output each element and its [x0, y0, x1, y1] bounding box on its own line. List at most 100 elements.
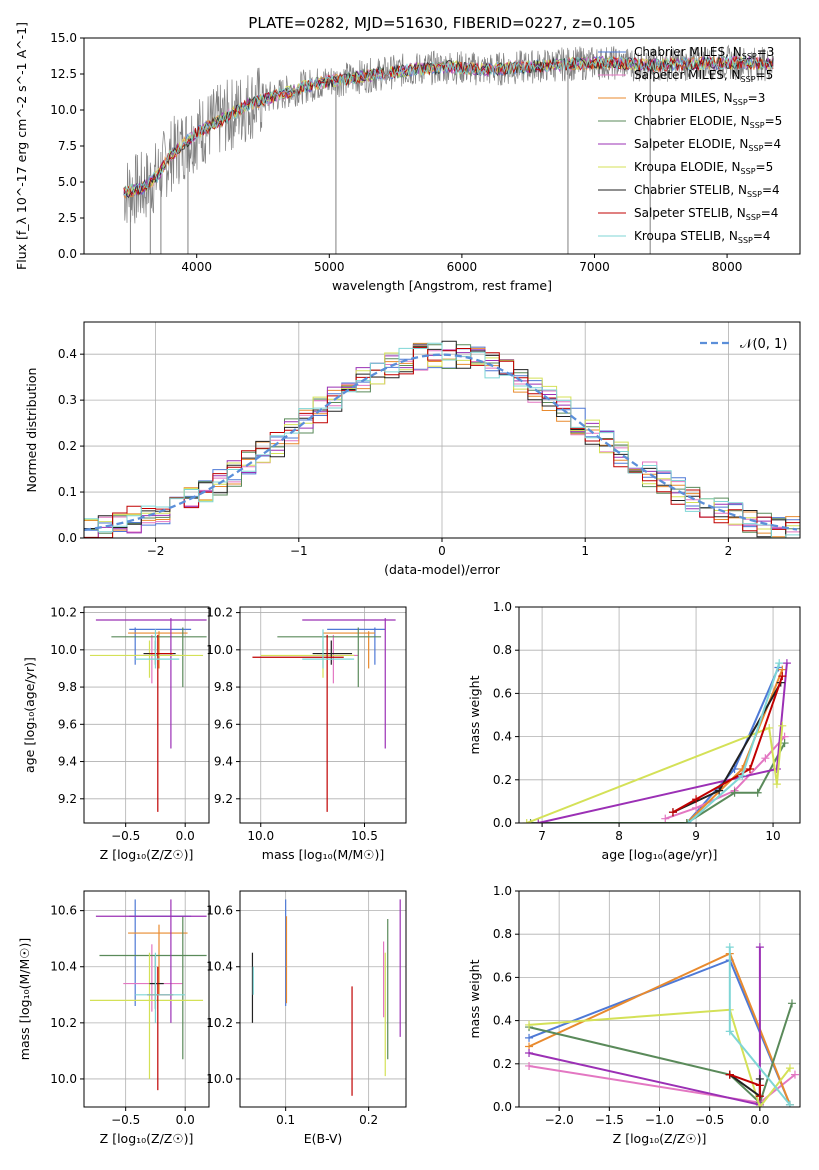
massweight-point: [778, 721, 787, 730]
massweight-point: [790, 1070, 799, 1079]
legend-sub: SSP: [746, 213, 761, 222]
axes-frame: [83, 37, 801, 255]
x-axis-label: (data-model)/error: [384, 562, 501, 577]
y-tick-label: 0.3: [58, 393, 77, 407]
legend-label: Chabrier STELIB, N: [634, 183, 747, 197]
y-tick-label: 10.4: [50, 960, 77, 974]
legend-entry: Chabrier ELODIE, NSSP=5: [634, 114, 782, 130]
legend-tail: =5: [756, 68, 774, 82]
x-tick-label: −1.0: [645, 1113, 674, 1127]
y-tick-label: 0.4: [493, 1014, 512, 1028]
massweight-point: [682, 819, 691, 823]
x-tick-label: 1: [581, 544, 589, 558]
massweight-point: [775, 659, 784, 668]
legend-label: Kroupa ELODIE, N: [634, 160, 741, 174]
y-tick-label: 2.5: [58, 211, 77, 225]
y-axis-label: mass weight: [467, 959, 482, 1038]
axes-frame: [83, 606, 210, 824]
legend-entry: Salpeter STELIB, NSSP=4: [634, 206, 778, 222]
x-tick-label: 0: [438, 544, 446, 558]
legend-sub: SSP: [748, 144, 763, 153]
x-tick-label: 10: [765, 829, 780, 843]
normal-reference-curve: [84, 353, 798, 532]
legend-entry: Salpeter ELODIE, NSSP=4: [634, 137, 781, 153]
massweight-point: [692, 795, 701, 804]
massweight-point: [785, 1064, 794, 1073]
y-axis-label: mass [log₁₀(M/M☉)]: [17, 938, 32, 1060]
massweight-point: [745, 765, 754, 773]
x-tick-label: 2: [725, 544, 733, 558]
y-tick-label: 1.0: [493, 600, 512, 614]
massweight-point: [755, 1092, 764, 1101]
legend-tail: =5: [756, 160, 774, 174]
y-tick-label: 0.4: [493, 730, 512, 744]
massweight-series: [526, 725, 784, 823]
y-tick-label: 10.0: [206, 1072, 233, 1086]
y-tick-label: 10.0: [206, 643, 233, 657]
massweight-point: [692, 803, 701, 812]
axes-frame: [518, 606, 801, 824]
x-tick-label: 7000: [579, 260, 610, 274]
x-tick-label: −1: [290, 544, 308, 558]
x-tick-label: −2: [147, 544, 165, 558]
massweight-point: [765, 723, 774, 732]
panel-residual-histogram: −2 −1 0 1 2 0.0 0.1 0.2 0.3 0.4 (data-model)/error…: [24, 321, 801, 577]
x-axis-label: Z [log₁₀(Z/Z☉)]: [100, 847, 194, 862]
x-tick-label: 9: [692, 829, 700, 843]
axes-frame: [83, 890, 210, 1108]
x-tick-label: −0.5: [111, 829, 140, 843]
x-tick-label: 8: [615, 829, 623, 843]
x-tick-label: 7: [538, 829, 546, 843]
y-tick-label: 10.6: [50, 904, 77, 918]
massweight-point: [730, 788, 739, 797]
panel-age-vs-Z: −0.5 0.0 9.2 9.4 9.6 9.8 10.0 10.2 Z [log₁₀(Z/Z☉…: [22, 606, 210, 862]
y-tick-label: 0.2: [493, 1057, 512, 1071]
legend-tail: =4: [753, 229, 771, 243]
x-tick-label: 0.0: [176, 829, 195, 843]
massweight-point: [738, 771, 747, 780]
massweight-point: [525, 1049, 534, 1057]
y-tick-label: 15.0: [50, 31, 77, 45]
massweight-point: [761, 754, 770, 763]
massweight-point: [772, 780, 781, 789]
legend-tail: =4: [763, 137, 781, 151]
y-tick-label: 1.0: [493, 884, 512, 898]
legend-sub: SSP: [742, 52, 757, 61]
panel-massweight-vs-age: 7 8 9 10 0.0 0.2 0.4 0.6 0.8 1.0 age [log₁₀(age/yr…: [467, 600, 801, 862]
x-axis-label: age [log₁₀(age/yr)]: [602, 847, 718, 862]
y-tick-label: 0.2: [493, 773, 512, 787]
legend-sub: SSP: [733, 98, 748, 107]
y-tick-label: 10.6: [206, 904, 233, 918]
x-tick-label: −0.5: [111, 1113, 140, 1127]
massweight-series: [528, 1002, 793, 1105]
axes-frame: [518, 890, 801, 1108]
x-tick-label: −1.5: [595, 1113, 624, 1127]
massweight-point: [525, 1020, 534, 1029]
y-tick-label: 0.8: [493, 643, 512, 657]
legend-label: Chabrier MILES, N: [634, 45, 742, 59]
massweight-point: [753, 788, 762, 797]
legend-label: Salpeter MILES, N: [634, 68, 741, 82]
massweight-point: [526, 819, 535, 823]
y-tick-label: 0.0: [58, 531, 77, 545]
axes-frame: [239, 890, 407, 1108]
plot-area: [84, 340, 800, 538]
y-axis-label: age [log₁₀(age/yr)]: [22, 657, 37, 773]
legend-entry: Kroupa MILES, NSSP=3: [634, 91, 765, 107]
legend-sub: SSP: [750, 121, 765, 130]
y-tick-label: 0.0: [493, 816, 512, 830]
legend-label: Chabrier ELODIE, N: [634, 114, 750, 128]
massweight-point: [525, 1033, 534, 1042]
x-axis-label: Z [log₁₀(Z/Z☉)]: [613, 1131, 707, 1146]
x-tick-label: 8000: [712, 260, 743, 274]
x-tick-label: 5000: [314, 260, 345, 274]
y-tick-label: 5.0: [58, 175, 77, 189]
y-axis-label: mass weight: [467, 675, 482, 754]
y-tick-label: 10.2: [50, 606, 77, 620]
x-axis-label: mass [log₁₀(M/M☉)]: [262, 847, 384, 862]
x-tick-label: 0.1: [276, 1113, 295, 1127]
x-tick-label: 10.5: [351, 829, 378, 843]
plot-area: [123, 44, 774, 254]
massweight-series: [672, 675, 784, 814]
